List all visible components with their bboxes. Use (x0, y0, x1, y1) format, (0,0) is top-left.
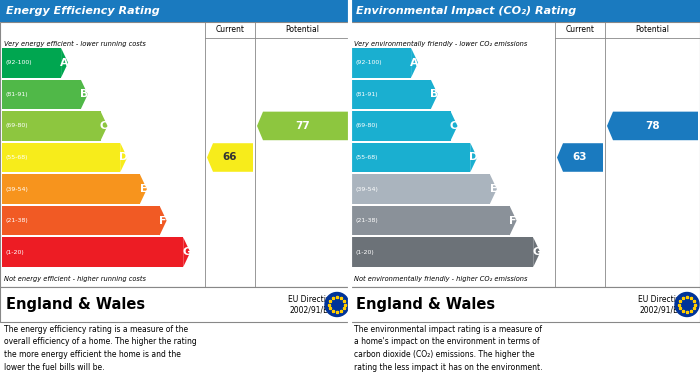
Polygon shape (430, 80, 438, 109)
Text: (92-100): (92-100) (355, 60, 382, 65)
Bar (2, 143, 120, 172)
Text: (39-54): (39-54) (355, 187, 378, 192)
Text: The environmental impact rating is a measure of
a home's impact on the environme: The environmental impact rating is a mea… (354, 325, 542, 371)
Text: (55-68): (55-68) (5, 155, 27, 160)
Bar (350, 0, 700, 22)
Bar (0, 287, 350, 322)
Polygon shape (101, 111, 108, 141)
Bar (2, 237, 183, 267)
Text: Potential: Potential (636, 25, 669, 34)
Text: G: G (532, 247, 541, 257)
Text: Current: Current (216, 25, 244, 34)
Text: (81-91): (81-91) (5, 92, 27, 97)
Bar (0, 0, 350, 22)
Text: EU Directive
2002/91/EC: EU Directive 2002/91/EC (288, 295, 335, 314)
Text: England & Wales: England & Wales (6, 297, 145, 312)
Polygon shape (510, 206, 517, 235)
Bar (352, 237, 533, 267)
Polygon shape (533, 237, 540, 267)
Polygon shape (557, 143, 603, 172)
Text: Very energy efficient - lower running costs: Very energy efficient - lower running co… (4, 41, 146, 47)
Bar (350, 22, 700, 287)
Circle shape (325, 292, 349, 316)
Text: 77: 77 (295, 121, 310, 131)
Polygon shape (160, 206, 167, 235)
Text: (92-100): (92-100) (5, 60, 32, 65)
Polygon shape (61, 48, 68, 77)
Text: (81-91): (81-91) (355, 92, 377, 97)
Text: D: D (119, 152, 128, 163)
Polygon shape (411, 48, 418, 77)
Bar (2, 206, 160, 235)
Text: C: C (450, 121, 458, 131)
Polygon shape (140, 174, 147, 204)
Text: (69-80): (69-80) (355, 124, 377, 128)
Bar (352, 174, 490, 204)
Text: (55-68): (55-68) (355, 155, 377, 160)
Text: Energy Efficiency Rating: Energy Efficiency Rating (6, 6, 160, 16)
Bar (2, 80, 80, 109)
Text: 63: 63 (573, 152, 587, 163)
Polygon shape (607, 112, 698, 140)
Text: Not environmentally friendly - higher CO₂ emissions: Not environmentally friendly - higher CO… (354, 276, 528, 282)
Polygon shape (80, 80, 88, 109)
Polygon shape (470, 143, 477, 172)
Text: Very environmentally friendly - lower CO₂ emissions: Very environmentally friendly - lower CO… (354, 41, 527, 47)
Text: (69-80): (69-80) (5, 124, 27, 128)
Bar (352, 48, 411, 77)
Bar (2, 111, 101, 141)
Text: England & Wales: England & Wales (356, 297, 495, 312)
Text: 78: 78 (645, 121, 660, 131)
Bar (352, 206, 510, 235)
Text: C: C (100, 121, 108, 131)
Polygon shape (183, 237, 190, 267)
Text: B: B (80, 90, 88, 99)
Text: EU Directive
2002/91/EC: EU Directive 2002/91/EC (638, 295, 685, 314)
Bar (2, 48, 61, 77)
Bar (350, 287, 700, 322)
Text: Current: Current (566, 25, 594, 34)
Text: Environmental Impact (CO₂) Rating: Environmental Impact (CO₂) Rating (356, 6, 576, 16)
Bar (2, 174, 140, 204)
Polygon shape (451, 111, 458, 141)
Polygon shape (207, 143, 253, 172)
Text: (1-20): (1-20) (355, 250, 374, 255)
Bar (0, 22, 350, 287)
Text: B: B (430, 90, 438, 99)
Text: (21-38): (21-38) (355, 218, 378, 223)
Text: E: E (489, 184, 497, 194)
Bar (352, 111, 451, 141)
Text: E: E (139, 184, 147, 194)
Polygon shape (257, 112, 348, 140)
Text: A: A (410, 58, 419, 68)
Circle shape (675, 292, 699, 316)
Polygon shape (490, 174, 497, 204)
Text: F: F (510, 216, 517, 226)
Text: Not energy efficient - higher running costs: Not energy efficient - higher running co… (4, 276, 146, 282)
Text: (39-54): (39-54) (5, 187, 28, 192)
Text: (1-20): (1-20) (5, 250, 24, 255)
Text: D: D (469, 152, 478, 163)
Text: The energy efficiency rating is a measure of the
overall efficiency of a home. T: The energy efficiency rating is a measur… (4, 325, 197, 371)
Text: G: G (182, 247, 191, 257)
Text: F: F (160, 216, 167, 226)
Polygon shape (120, 143, 127, 172)
Text: A: A (60, 58, 69, 68)
Text: (21-38): (21-38) (5, 218, 28, 223)
Bar (352, 80, 430, 109)
Bar (352, 143, 470, 172)
Text: Potential: Potential (286, 25, 319, 34)
Text: 66: 66 (223, 152, 237, 163)
